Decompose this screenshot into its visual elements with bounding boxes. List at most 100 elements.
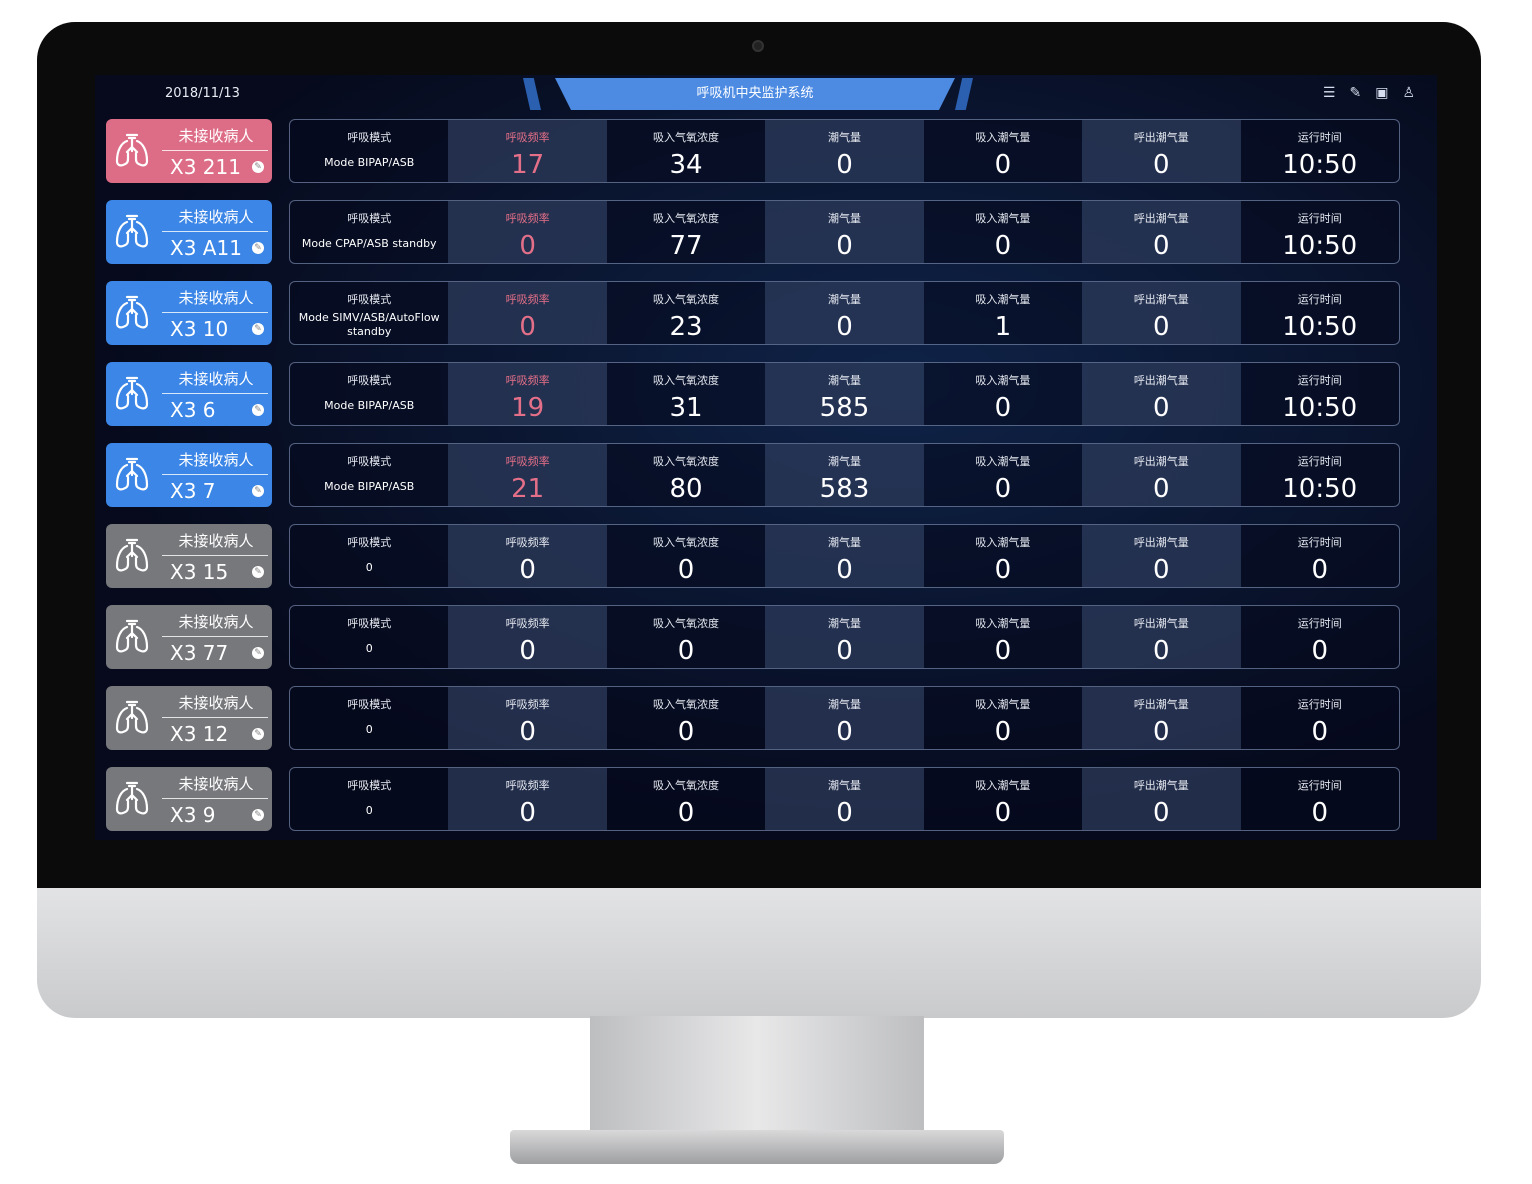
metric-label: 运行时间 xyxy=(1297,698,1342,711)
metric-label: 呼出潮气量 xyxy=(1133,131,1189,144)
metric-value: 0 xyxy=(677,636,695,666)
metrics-table: 呼吸模式 Mode BIPAP/ASB 呼吸频率 19 吸入气氧浓度 31 潮气… xyxy=(289,362,1400,426)
metric-label: 呼吸模式 xyxy=(347,779,392,792)
metric-tidal-volume: 潮气量 0 xyxy=(765,768,924,830)
metric-breath-rate: 呼吸频率 0 xyxy=(448,201,607,263)
lungs-icon xyxy=(112,779,152,819)
layout-icon[interactable]: ▣ xyxy=(1375,85,1389,101)
metric-run-time: 运行时间 0 xyxy=(1241,525,1399,587)
metric-value: 0 xyxy=(836,150,853,180)
metric-label: 运行时间 xyxy=(1297,536,1342,549)
edit-icon[interactable]: ✎ xyxy=(252,161,264,173)
lungs-icon xyxy=(112,617,152,657)
patient-card[interactable]: 未接收病人 X3 77 ✎ xyxy=(106,605,272,669)
metric-value: 0 xyxy=(519,312,536,342)
metric-label: 吸入气氧浓度 xyxy=(653,293,720,306)
patient-card[interactable]: 未接收病人 X3 10 ✎ xyxy=(106,281,272,345)
divider xyxy=(162,231,268,232)
metric-label: 呼出潮气量 xyxy=(1133,455,1189,468)
metric-label: 呼吸模式 xyxy=(347,617,392,630)
metric-label: 潮气量 xyxy=(827,617,861,630)
metric-fio2: 吸入气氧浓度 0 xyxy=(607,687,765,749)
bed-number: X3 7 xyxy=(170,479,216,503)
patient-card[interactable]: 未接收病人 X3 211 ✎ xyxy=(106,119,272,183)
lungs-icon xyxy=(112,212,152,252)
metric-label: 潮气量 xyxy=(827,293,861,306)
patient-status: 未接收病人 xyxy=(178,694,254,712)
metric-tidal-volume: 潮气量 583 xyxy=(765,444,924,506)
metric-label: 吸入气氧浓度 xyxy=(653,212,720,225)
metric-label: 潮气量 xyxy=(827,131,861,144)
metrics-table: 呼吸模式 0 呼吸频率 0 吸入气氧浓度 0 潮气量 0 吸入潮气量 0 呼出潮… xyxy=(289,605,1400,669)
patient-card[interactable]: 未接收病人 X3 9 ✎ xyxy=(106,767,272,831)
metric-value: 583 xyxy=(819,474,870,504)
metric-label: 潮气量 xyxy=(827,455,861,468)
metric-value: Mode BIPAP/ASB xyxy=(324,480,415,493)
metrics-table: 呼吸模式 Mode BIPAP/ASB 呼吸频率 17 吸入气氧浓度 34 潮气… xyxy=(289,119,1400,183)
metric-tidal-volume: 潮气量 0 xyxy=(765,525,924,587)
metric-label: 吸入气氧浓度 xyxy=(653,131,720,144)
metric-value: 34 xyxy=(669,150,703,180)
metric-value: 0 xyxy=(519,798,536,828)
metric-label: 潮气量 xyxy=(827,779,861,792)
patient-card[interactable]: 未接收病人 X3 15 ✎ xyxy=(106,524,272,588)
metric-label: 吸入潮气量 xyxy=(975,455,1031,468)
metric-tidal-volume: 潮气量 585 xyxy=(765,363,924,425)
metric-label: 吸入潮气量 xyxy=(975,293,1031,306)
edit-icon[interactable]: ✎ xyxy=(252,404,264,416)
divider xyxy=(162,474,268,475)
metric-label: 吸入气氧浓度 xyxy=(653,779,720,792)
edit-icon[interactable]: ✎ xyxy=(252,647,264,659)
patient-row: 未接收病人 X3 211 ✎ 呼吸模式 Mode BIPAP/ASB 呼吸频率 … xyxy=(106,119,1400,183)
metric-fio2: 吸入气氧浓度 0 xyxy=(607,606,765,668)
edit-icon[interactable]: ✎ xyxy=(252,323,264,335)
lungs-icon xyxy=(112,374,152,414)
patient-card[interactable]: 未接收病人 X3 A11 ✎ xyxy=(106,200,272,264)
metric-value: 0 xyxy=(1153,231,1170,261)
edit-icon[interactable]: ✎ xyxy=(252,728,264,740)
metric-expired-tidal-volume: 呼出潮气量 0 xyxy=(1082,120,1241,182)
metric-breath-mode: 呼吸模式 Mode BIPAP/ASB xyxy=(290,444,448,506)
user-icon[interactable]: ♙ xyxy=(1402,85,1415,101)
patient-card[interactable]: 未接收病人 X3 7 ✎ xyxy=(106,443,272,507)
lungs-icon xyxy=(112,698,152,738)
edit-icon[interactable]: ✎ xyxy=(1349,85,1362,101)
metric-breath-rate: 呼吸频率 0 xyxy=(448,687,607,749)
metric-value: 0 xyxy=(365,804,373,817)
edit-icon[interactable]: ✎ xyxy=(252,809,264,821)
divider xyxy=(162,798,268,799)
metric-value: 0 xyxy=(1311,798,1329,828)
bed-number: X3 12 xyxy=(170,722,229,746)
metric-label: 吸入气氧浓度 xyxy=(653,455,720,468)
lungs-icon xyxy=(112,131,152,171)
bed-number: X3 10 xyxy=(170,317,229,341)
patient-card[interactable]: 未接收病人 X3 6 ✎ xyxy=(106,362,272,426)
metric-breath-rate: 呼吸频率 0 xyxy=(448,282,607,344)
metric-label: 呼出潮气量 xyxy=(1133,698,1189,711)
metric-breath-mode: 呼吸模式 Mode CPAP/ASB standby xyxy=(290,201,448,263)
metric-breath-mode: 呼吸模式 Mode BIPAP/ASB xyxy=(290,363,448,425)
metric-run-time: 运行时间 10:50 xyxy=(1241,444,1399,506)
list-icon[interactable]: ☰ xyxy=(1322,85,1336,101)
metric-value: 10:50 xyxy=(1282,474,1358,504)
metric-value: 0 xyxy=(1311,555,1329,585)
edit-icon[interactable]: ✎ xyxy=(252,485,264,497)
bed-number: X3 211 xyxy=(170,155,241,179)
metric-label: 吸入潮气量 xyxy=(975,131,1031,144)
metric-label: 呼吸频率 xyxy=(505,293,550,306)
metric-run-time: 运行时间 10:50 xyxy=(1241,201,1399,263)
metric-value: 17 xyxy=(511,150,545,180)
metric-value: 0 xyxy=(1153,717,1170,747)
metric-label: 呼吸模式 xyxy=(347,374,392,387)
patient-status: 未接收病人 xyxy=(178,370,254,388)
metric-breath-rate: 呼吸频率 19 xyxy=(448,363,607,425)
edit-icon[interactable]: ✎ xyxy=(252,242,264,254)
patient-card[interactable]: 未接收病人 X3 12 ✎ xyxy=(106,686,272,750)
patient-status: 未接收病人 xyxy=(178,127,254,145)
edit-icon[interactable]: ✎ xyxy=(252,566,264,578)
metric-breath-mode: 呼吸模式 0 xyxy=(290,687,448,749)
metric-label: 呼吸频率 xyxy=(505,779,550,792)
metric-expired-tidal-volume: 呼出潮气量 0 xyxy=(1082,201,1241,263)
metric-label: 呼吸频率 xyxy=(505,698,550,711)
metric-fio2: 吸入气氧浓度 34 xyxy=(607,120,765,182)
